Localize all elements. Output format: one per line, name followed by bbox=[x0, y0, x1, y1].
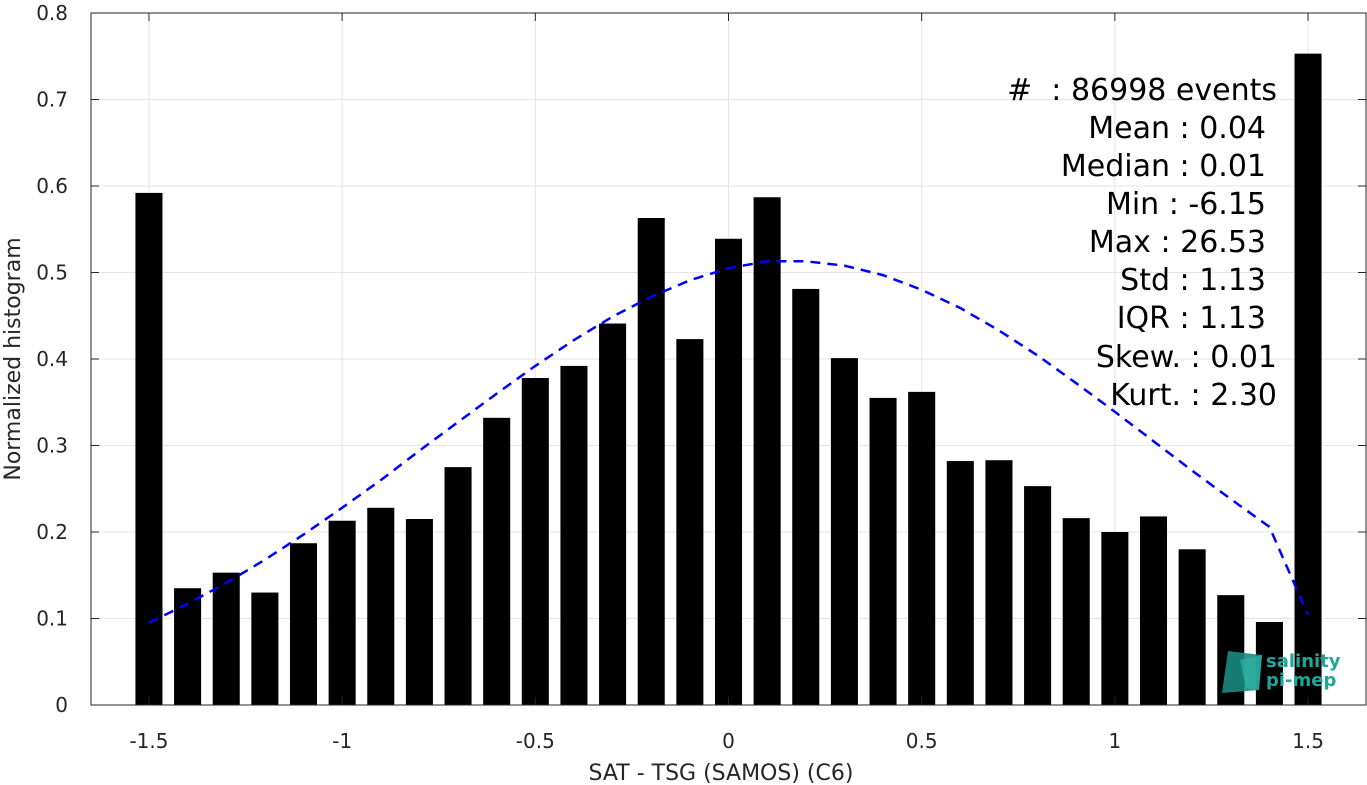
histogram-bar bbox=[1294, 53, 1322, 705]
logo-line1: salinity bbox=[1266, 651, 1341, 672]
histogram-bar bbox=[483, 417, 511, 705]
histogram-bar bbox=[251, 592, 279, 705]
histogram-bar bbox=[753, 197, 781, 705]
histogram-bar bbox=[1024, 486, 1052, 705]
y-axis-label: Normalized histogram bbox=[1, 237, 26, 480]
x-axis-label: SAT - TSG (SAMOS) (C6) bbox=[589, 761, 854, 785]
histogram-bar bbox=[1101, 532, 1129, 705]
stats-median: Median : 0.01 bbox=[1061, 149, 1266, 184]
histogram-bar bbox=[367, 507, 395, 705]
x-tick-label: 0.5 bbox=[906, 729, 938, 753]
histogram-bar bbox=[676, 339, 704, 705]
logo-line2: pi-mep bbox=[1266, 670, 1336, 691]
histogram-bar bbox=[289, 543, 318, 705]
stats-events: # : 86998 events bbox=[1007, 73, 1277, 108]
histogram-bar bbox=[135, 192, 163, 706]
logo-mark-facet-icon bbox=[1240, 655, 1262, 690]
y-tick-label: 0.3 bbox=[36, 434, 68, 458]
histogram-bar bbox=[946, 461, 974, 705]
histogram-bar bbox=[908, 391, 936, 705]
histogram-bar bbox=[521, 378, 549, 705]
histogram-bar bbox=[405, 519, 433, 705]
gaussian-fit-curve bbox=[148, 260, 1310, 624]
histogram-bar bbox=[174, 588, 202, 705]
stats-min: Min : -6.15 bbox=[1106, 187, 1266, 222]
histogram-bar bbox=[985, 460, 1013, 705]
x-tick-label: 0 bbox=[722, 729, 735, 753]
histogram-bar bbox=[328, 520, 356, 705]
x-tick-label: -0.5 bbox=[516, 729, 555, 753]
histogram-bar bbox=[714, 238, 743, 705]
stats-mean: Mean : 0.04 bbox=[1088, 111, 1266, 146]
y-axis-tick-labels: 0 0.1 0.2 0.3 0.4 0.5 0.6 0.7 0.8 bbox=[36, 1, 68, 717]
histogram-bar bbox=[212, 572, 240, 705]
x-tick-label: -1.5 bbox=[129, 729, 168, 753]
histogram-bar bbox=[637, 218, 665, 705]
y-tick-label: 0.1 bbox=[36, 607, 68, 631]
histogram-bar bbox=[1178, 549, 1206, 705]
histogram-bar bbox=[599, 323, 627, 705]
y-tick-label: 0.4 bbox=[36, 347, 68, 371]
histogram-bar bbox=[869, 397, 897, 705]
y-tick-label: 0.6 bbox=[36, 174, 68, 198]
axis-ticks bbox=[91, 12, 1366, 706]
x-tick-label: 1.5 bbox=[1292, 729, 1324, 753]
histogram-bar bbox=[1062, 518, 1090, 705]
stats-max: Max : 26.53 bbox=[1089, 225, 1266, 260]
stats-iqr: IQR : 1.13 bbox=[1117, 301, 1266, 336]
y-tick-label: 0.5 bbox=[36, 261, 68, 285]
y-tick-label: 0.2 bbox=[36, 520, 68, 544]
histogram-bar bbox=[560, 365, 588, 705]
histogram-bar bbox=[792, 288, 820, 705]
stats-box: # : 86998 events Mean : 0.04 Median : 0.… bbox=[1007, 73, 1277, 413]
histogram-bar bbox=[1139, 516, 1168, 705]
stats-std: Std : 1.13 bbox=[1120, 263, 1266, 298]
x-tick-label: 1 bbox=[1108, 729, 1121, 753]
histogram-bars bbox=[135, 53, 1322, 706]
stats-kurt: Kurt. : 2.30 bbox=[1110, 378, 1277, 413]
y-tick-label: 0.7 bbox=[36, 88, 68, 112]
x-axis-tick-labels: -1.5 -1 -0.5 0 0.5 1 1.5 bbox=[129, 729, 1324, 753]
salinity-pimep-logo: salinity pi-mep bbox=[1222, 651, 1341, 693]
stats-skew: Skew. : 0.01 bbox=[1096, 340, 1277, 375]
histogram-bar bbox=[444, 467, 472, 705]
y-tick-label: 0 bbox=[55, 693, 68, 717]
y-tick-label: 0.8 bbox=[36, 1, 68, 25]
x-tick-label: -1 bbox=[332, 729, 352, 753]
histogram-bar bbox=[830, 358, 858, 705]
